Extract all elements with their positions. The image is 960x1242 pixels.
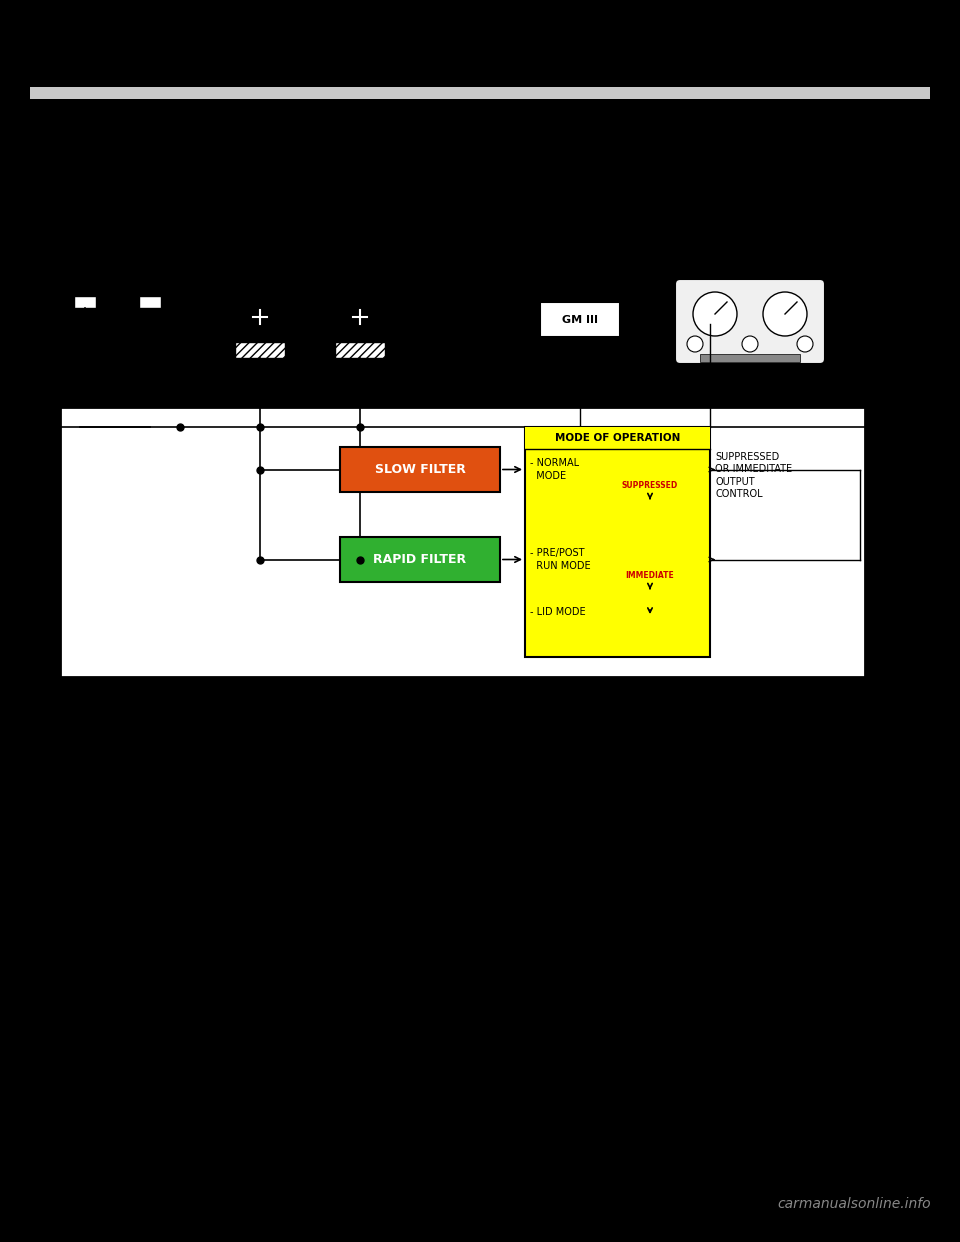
Text: 10: 10 [565,388,578,397]
FancyBboxPatch shape [675,279,825,364]
Text: from the ride height sensors. Depending on the operating mode, either the slow o: from the ride height sensors. Depending … [40,138,670,152]
Circle shape [797,337,813,351]
Circle shape [248,306,272,329]
Text: R LEVEL
SENSOR: R LEVEL SENSOR [338,274,382,296]
Text: ter is used to check the need for a regulating sequence.: ter is used to check the need for a regu… [40,154,424,168]
Text: 16: 16 [38,1165,60,1180]
Text: MODE OF OPERATION: MODE OF OPERATION [555,433,681,443]
Bar [60,407,865,677]
Bar [700,354,800,361]
Text: RAPID FILTER: RAPID FILTER [373,553,467,566]
Bar [525,427,710,450]
Text: 6: 6 [147,383,153,392]
Text: IMMEDIATE: IMMEDIATE [626,570,674,580]
Text: The control module incorporates two filters (slow/rapid) for processing the inpu: The control module incorporates two filt… [40,122,641,137]
Text: The slow filter is used during the normal operation mode to prevent normal suspe: The slow filter is used during the norma… [40,188,676,201]
Text: pension is adjusted quickly while the vehicle is being loaded or checked prior t: pension is adjusted quickly while the ve… [40,248,663,262]
Text: 15: 15 [696,388,708,397]
Bar [340,447,500,492]
Text: - NORMAL
  MODE: - NORMAL MODE [530,458,579,481]
Text: SIGNALS: SIGNALS [283,364,337,374]
Bar [235,342,285,358]
Text: KL31: KL31 [136,282,163,292]
Circle shape [763,292,807,337]
Text: The rapid filter is used during the pre-run and tailgate (LID) modes to ensure t: The rapid filter is used during the pre-… [40,232,659,246]
Circle shape [742,337,758,351]
Text: - PRE/POST
  RUN MODE: - PRE/POST RUN MODE [530,548,590,571]
Text: Level Control Systems: Level Control Systems [38,1180,155,1190]
Bar [340,537,500,582]
Text: CUT OUT: CUT OUT [534,364,542,401]
Text: SUPPRESSED
OR IMMEDITATE
OUTPUT
CONTROL: SUPPRESSED OR IMMEDITATE OUTPUT CONTROL [715,452,792,499]
Text: carmanualsonline.info: carmanualsonline.info [778,1197,931,1211]
Text: - LID MODE: - LID MODE [530,607,586,617]
Circle shape [693,292,737,337]
Text: SLOW FILTER: SLOW FILTER [374,463,466,476]
Text: LOAD: LOAD [516,364,524,388]
Bar [525,427,710,657]
Text: el from causing the system to make adjustments.: el from causing the system to make adjus… [40,202,381,217]
Circle shape [348,306,372,329]
Text: L LEVEL
SENSOR: L LEVEL SENSOR [238,274,282,296]
Text: EHC CM: EHC CM [885,494,905,590]
Text: SUPPRESSED: SUPPRESSED [622,481,678,489]
Bar [540,302,620,337]
Circle shape [687,337,703,351]
Text: 1: 1 [249,388,255,397]
Bar [74,296,96,308]
Bar [30,52,930,87]
Text: KL 30: KL 30 [70,282,100,292]
Bar [335,342,385,358]
Text: K BUS: K BUS [706,364,714,390]
Text: GM III: GM III [562,314,598,324]
Bar [30,87,930,99]
Text: 22: 22 [79,373,91,383]
Text: 2: 2 [348,388,355,397]
Bar [139,296,161,308]
